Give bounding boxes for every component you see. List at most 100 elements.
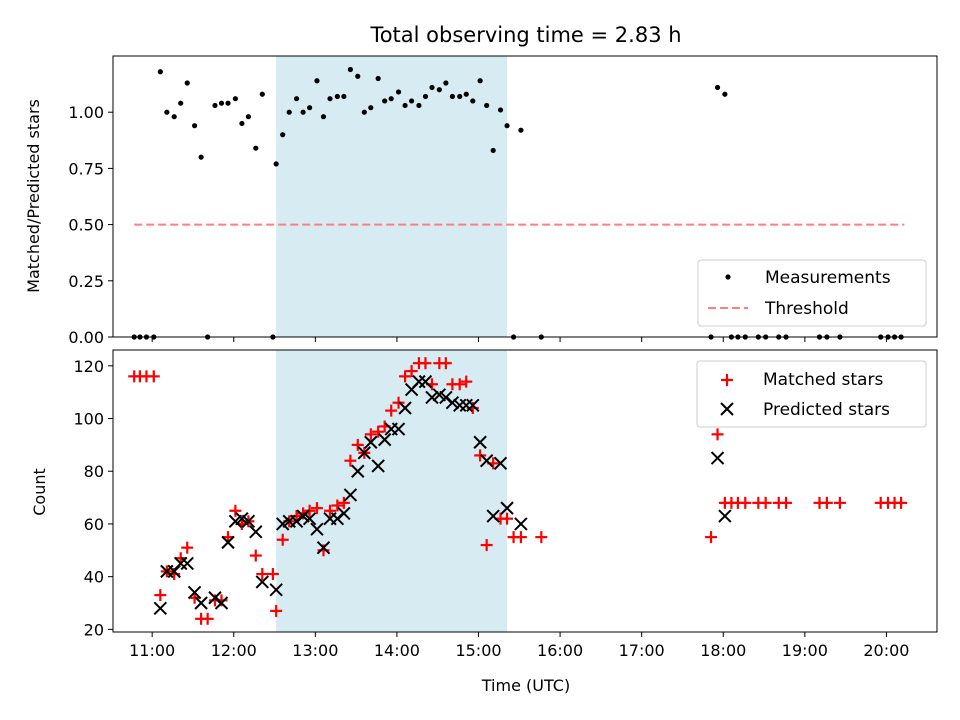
measurement-point — [518, 127, 524, 133]
matched-star-point — [480, 539, 493, 552]
matched-star-point — [229, 504, 242, 517]
matched-star-point — [276, 533, 289, 546]
predicted-star-point — [180, 556, 194, 571]
measurement-point — [402, 102, 408, 109]
predicted-star-point — [302, 511, 317, 526]
predicted-star-point — [412, 374, 426, 389]
predicted-star-point — [398, 401, 412, 415]
predicted-star-point — [337, 506, 351, 521]
matched-star-point — [385, 404, 398, 417]
y-tick-label: 100 — [73, 410, 104, 429]
measurement-point — [347, 66, 354, 73]
matched-star-point — [820, 496, 833, 509]
predicted-star-point — [187, 585, 202, 600]
matched-star-point — [535, 531, 548, 544]
measurement-point — [191, 123, 198, 129]
ratio-legend-box — [697, 259, 927, 327]
predicted-star-point — [391, 422, 406, 436]
x-tick-label: 15:00 — [455, 641, 501, 660]
matched-star-point — [895, 496, 908, 509]
measurement-point — [436, 87, 442, 93]
predicted-star-point — [493, 456, 508, 471]
measurement-point — [449, 93, 455, 100]
measurement-point — [443, 80, 449, 86]
predicted-star-point — [445, 396, 460, 410]
measurement-point — [253, 145, 259, 151]
y-tick-label: 80 — [84, 462, 104, 481]
ratio-panel-title: Total observing time = 2.83 h — [369, 23, 681, 47]
measurement-point — [178, 100, 184, 106]
threshold-legend-label: Threshold — [764, 299, 849, 319]
y-tick-label: 40 — [84, 568, 104, 587]
matched-star-point — [759, 496, 772, 509]
y-tick-label: 0.75 — [68, 159, 104, 178]
measurement-point — [355, 73, 361, 79]
measurement-point — [477, 78, 483, 84]
measurement-point — [259, 91, 265, 97]
predicted-star-point — [453, 398, 467, 413]
predicted-star-point — [343, 488, 358, 502]
measurement-point — [198, 154, 204, 160]
measurement-point — [368, 105, 374, 111]
ratio-panel-frame — [112, 55, 938, 338]
matched-star-point — [739, 496, 752, 509]
matched-star-point — [344, 454, 357, 467]
matched-star-point — [460, 375, 473, 388]
matched-star-point — [419, 357, 432, 370]
measurement-point — [395, 89, 402, 95]
y-tick-label: 0.00 — [68, 328, 104, 347]
matched-star-point — [249, 549, 262, 562]
measurement-point — [232, 96, 238, 102]
matched-star-point — [351, 438, 364, 451]
matched-star-point — [324, 504, 337, 517]
predicted-star-point — [718, 509, 732, 523]
matched-star-point — [705, 531, 718, 544]
x-tick-label: 20:00 — [863, 641, 909, 660]
predicted-star-point — [249, 525, 263, 539]
matched-star-point — [501, 512, 514, 525]
measurement-point — [184, 80, 190, 86]
predicted-star-point — [479, 453, 494, 468]
measurement-point — [375, 75, 381, 82]
measurement-point — [416, 102, 422, 109]
matched-legend-label: Matched stars — [763, 370, 883, 390]
measurement-point — [490, 147, 496, 154]
measurement-point — [245, 114, 252, 120]
measurement-point — [361, 109, 367, 115]
observing-window-band — [276, 56, 508, 337]
matched-star-point — [331, 499, 344, 512]
x-tick-label: 19:00 — [782, 641, 828, 660]
measurement-point — [334, 93, 340, 100]
predicted-star-point — [473, 435, 487, 449]
matched-star-point — [270, 604, 283, 617]
measurement-point — [382, 98, 388, 104]
measurement-point — [429, 84, 435, 91]
count-legend-box — [696, 360, 927, 428]
measurement-point — [504, 123, 510, 129]
measurement-point — [218, 100, 225, 106]
matched-star-point — [364, 428, 377, 441]
measurement-point — [497, 107, 504, 113]
matched-star-point — [439, 357, 452, 370]
predicted-star-point — [241, 514, 256, 529]
x-tick-label: 11:00 — [129, 641, 175, 660]
predicted-star-point — [153, 601, 168, 615]
predicted-star-point — [357, 446, 371, 460]
matched-star-point — [780, 496, 793, 509]
y-tick-label: 0.50 — [68, 216, 104, 235]
matched-star-point — [310, 502, 323, 515]
measurement-point — [157, 69, 163, 75]
predicted-legend-label: Predicted stars — [763, 400, 890, 420]
measurement-point — [722, 91, 728, 97]
matched-star-point — [147, 370, 160, 383]
measurement-point — [341, 93, 347, 100]
measurement-point — [314, 78, 320, 84]
matched-star-point — [514, 531, 527, 544]
y-tick-label: 20 — [84, 620, 104, 639]
matched-star-point — [256, 568, 269, 581]
predicted-star-point — [710, 451, 725, 465]
y-tick-label: 60 — [84, 515, 104, 534]
ratio-panel: 0.00 0.25 0.50 0.75 1.00 Total observing tim… — [24, 23, 938, 347]
measurement-point — [320, 114, 327, 120]
